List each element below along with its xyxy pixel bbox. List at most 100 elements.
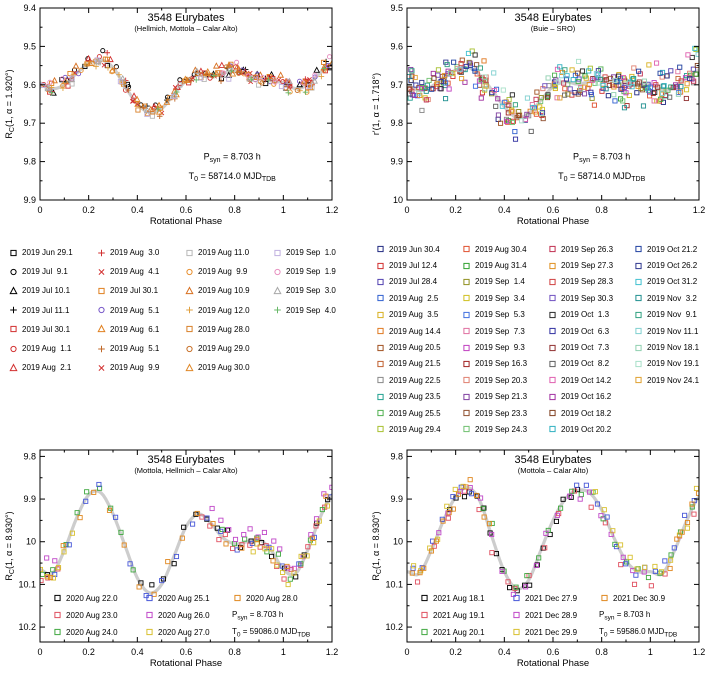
legend-entry: 2021 Dec 30.9 <box>599 592 665 604</box>
legend-entry-label: 2019 Aug 6.1 <box>110 324 160 334</box>
legend-entry: 2019 Oct 8.2 <box>547 356 633 372</box>
square-marker-icon <box>635 295 642 302</box>
legend-entry-label: 2020 Aug 26.0 <box>158 610 210 620</box>
x-axis-title: Rotational Phase <box>516 216 590 227</box>
legend-entry: 2019 Aug 5.1 <box>96 301 184 320</box>
square-marker-icon <box>463 295 470 302</box>
legend-entry: 2019 Oct 1.3 <box>547 307 633 323</box>
plus-marker-icon <box>98 249 105 256</box>
period-annotation: Psyn = 8.703 h <box>599 610 651 622</box>
y-tick-label: 10.2 <box>385 622 403 632</box>
legend-entry-label: 2019 Oct 6.3 <box>561 326 610 336</box>
x-tick-label: 1.2 <box>326 205 339 215</box>
x-tick-label: 0.6 <box>180 205 193 215</box>
square-marker-icon <box>463 377 470 384</box>
legend-entry-label: 2019 Sep 1.9 <box>286 267 336 277</box>
data-points <box>40 481 332 599</box>
y-tick-label: 10 <box>393 537 403 547</box>
square-marker-icon <box>54 628 61 636</box>
square-marker-icon <box>54 594 61 602</box>
y-tick-label: 10.1 <box>385 579 403 589</box>
legend-entry-label: 2019 Jul 12.4 <box>389 261 438 271</box>
plot-area <box>40 48 332 120</box>
plot-border <box>39 7 333 201</box>
circle-marker-icon <box>10 268 17 275</box>
epoch-annotation: T0 = 58714.0 MJDTDB <box>558 171 646 183</box>
legend-entry-label: 2019 Sep 27.3 <box>561 261 614 271</box>
legend-top-right: 2019 Jun 30.4 2019 Jul 12.4 2019 Jul 28.4 2… <box>375 241 718 438</box>
axis-ticks <box>406 7 700 201</box>
y-tick-label: 9.4 <box>23 3 36 13</box>
square-marker-icon <box>549 360 556 368</box>
data-points <box>40 48 332 120</box>
x-tick-label: 0.4 <box>131 205 144 215</box>
x-tick-label: 0.6 <box>547 647 560 657</box>
legend-entry-label: 2019 Jul 10.1 <box>22 286 71 296</box>
x-tick-label: 0.4 <box>498 647 511 657</box>
period-annotation: Psyn = 8.703 h <box>204 152 261 164</box>
square-marker-icon <box>377 409 384 417</box>
square-marker-icon <box>463 426 470 433</box>
y-tick-label: 9.7 <box>23 118 36 128</box>
axis-ticks <box>39 450 333 642</box>
legend-entry: 2019 Jul 30.1 <box>8 320 96 339</box>
legend-entry: 2019 Oct 31.2 <box>633 274 718 290</box>
legend-entry: 2019 Sep 3.0 <box>272 281 360 300</box>
legend-entry: 2019 Nov 11.1 <box>633 323 718 339</box>
y-axis-label: RC(1, α = 8.930°) <box>4 511 16 580</box>
square-marker-icon <box>274 249 281 256</box>
plot-title-block: 3548 Eurybates (Buie – SRO) <box>514 12 591 33</box>
square-marker-icon <box>463 278 470 286</box>
legend-entry-label: 2019 Jul 30.1 <box>110 286 159 296</box>
y-tick-label: 9.7 <box>390 80 403 90</box>
legend-entry-label: 2020 Aug 25.1 <box>158 593 210 603</box>
x-tick-label: 1 <box>281 205 286 215</box>
square-marker-icon <box>549 278 556 286</box>
legend-entry-label: 2019 Sep 30.3 <box>561 293 614 303</box>
plot-area <box>407 45 699 142</box>
legend-entry: 2019 Aug 21.5 <box>375 356 461 372</box>
legend-entry-label: 2019 Aug 30.0 <box>198 363 250 373</box>
legend-entry: 2019 Aug 29.0 <box>184 339 272 358</box>
legend-entry-label: 2019 Jun 30.4 <box>389 244 440 254</box>
circle-marker-icon <box>10 345 17 352</box>
legend-entry: 2019 Sep 4.0 <box>272 301 360 320</box>
legend-entry-label: 2019 Aug 31.4 <box>475 261 527 271</box>
y-axis-label: r'(1, α = 1.718°) <box>371 73 381 135</box>
x-tick-label: 1.2 <box>693 205 706 215</box>
legend-entry: 2019 Oct 16.2 <box>547 389 633 405</box>
legend-entry: 2019 Aug 20.5 <box>375 339 461 355</box>
legend-entry: 2019 Jul 11.1 <box>8 301 96 320</box>
legend-entry: 2019 Jul 12.4 <box>375 257 461 273</box>
x-tick-label: 0.2 <box>82 647 95 657</box>
plot-title: 3548 Eurybates <box>514 454 592 466</box>
legend-entry-label: 2021 Dec 29.9 <box>525 627 578 637</box>
square-marker-icon <box>463 409 470 417</box>
legend-entry-label: 2019 Aug 30.4 <box>475 244 527 254</box>
x-tick-label: 0 <box>37 647 42 657</box>
legend-entry: 2019 Aug 11.0 <box>184 243 272 262</box>
x-tick-label: 0.8 <box>228 647 241 657</box>
x-tick-label: 0 <box>37 205 42 215</box>
legend-entry-label: 2019 Sep 16.3 <box>475 359 528 369</box>
plus-marker-icon <box>98 345 105 352</box>
period-annotation: Psyn = 8.703 h <box>232 610 284 622</box>
legend-entry-label: 2019 Aug 9.9 <box>198 267 248 277</box>
legend-entry: 2019 Sep 5.3 <box>461 307 547 323</box>
legend-entry: 2021 Aug 19.1 <box>419 609 485 621</box>
square-marker-icon <box>377 246 384 253</box>
legend-entry-label: 2019 Jun 29.1 <box>22 248 73 258</box>
legend-entry: 2019 Nov 3.2 <box>633 290 718 306</box>
legend-entry-label: 2021 Dec 27.9 <box>525 593 578 603</box>
square-marker-icon <box>635 278 642 286</box>
x-tick-label: 0.8 <box>228 205 241 215</box>
legend-entry-label: 2019 Aug 10.9 <box>198 286 250 296</box>
y-tick-label: 9.9 <box>23 494 36 504</box>
x-tick-label: 0.2 <box>82 205 95 215</box>
legend-entry-label: 2019 Oct 31.2 <box>647 277 698 287</box>
triangle-marker-icon <box>97 324 106 333</box>
plot-subtitle: (Mottola, Hellmich – Calar Alto) <box>134 465 238 475</box>
y-tick-label: 9.9 <box>390 157 403 167</box>
x-axis-title: Rotational Phase <box>149 216 223 227</box>
y-tick-label: 9.8 <box>390 451 403 461</box>
